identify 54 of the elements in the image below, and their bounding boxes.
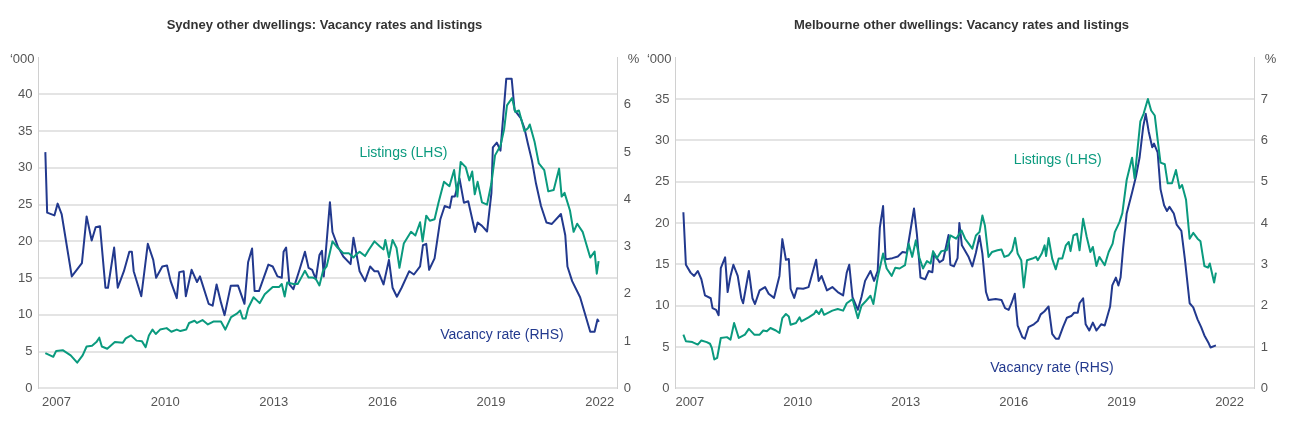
series-label: Listings (LHS) <box>359 144 448 161</box>
y-tick-label: 5 <box>662 338 670 354</box>
x-tick-label: 2016 <box>999 393 1029 409</box>
y2-tick-label: 7 <box>1260 90 1268 106</box>
y-tick-label: 35 <box>17 122 33 138</box>
y2-axis-title: % <box>627 51 640 67</box>
y-tick-label: 30 <box>17 159 33 175</box>
y2-tick-label: 1 <box>623 332 631 348</box>
y-tick-label: 5 <box>25 343 33 359</box>
x-tick-label: 2013 <box>259 393 289 409</box>
x-tick-label: 2022 <box>585 393 615 409</box>
y-tick-label: 10 <box>654 297 670 313</box>
y2-tick-label: 5 <box>623 143 631 159</box>
x-tick-label: 2022 <box>1215 393 1245 409</box>
y-tick-label: 30 <box>654 131 670 147</box>
y-tick-label: 25 <box>17 196 33 212</box>
y2-tick-label: 4 <box>623 190 631 206</box>
x-tick-label: 2019 <box>476 393 506 409</box>
chart-title: Melbourne other dwellings: Vacancy rates and listings <box>793 17 1130 33</box>
y-tick-label: 0 <box>662 379 670 395</box>
y2-tick-label: 2 <box>623 285 631 301</box>
y2-tick-label: 6 <box>623 96 631 112</box>
x-tick-label: 2007 <box>675 393 705 409</box>
y-tick-label: 35 <box>654 90 670 106</box>
x-tick-label: 2007 <box>42 393 72 409</box>
chart-title: Sydney other dwellings: Vacancy rates and listings <box>166 17 483 33</box>
text: Vacancy rate (RHS) <box>990 359 1114 376</box>
series-label: Listings (LHS) <box>1013 151 1102 168</box>
y2-tick-label: 0 <box>1260 379 1268 395</box>
y-tick-label: 0 <box>25 379 33 395</box>
x-tick-label: 2013 <box>891 393 921 409</box>
y2-tick-label: 3 <box>1260 255 1268 271</box>
y-tick-label: 25 <box>654 173 670 189</box>
y2-tick-label: 2 <box>1260 297 1268 313</box>
y2-tick-label: 0 <box>623 379 631 395</box>
y2-tick-label: 1 <box>1260 338 1268 354</box>
y2-tick-label: 4 <box>1260 214 1268 230</box>
y2-tick-label: 6 <box>1260 131 1268 147</box>
y2-axis-title: % <box>1264 51 1277 67</box>
y-tick-label: 20 <box>17 232 33 248</box>
y-tick-label: 15 <box>654 255 670 271</box>
x-tick-label: 2010 <box>150 393 180 409</box>
y-tick-label: 15 <box>17 269 33 285</box>
series-label: Vacancy rate (RHS) <box>440 326 564 343</box>
y-axis-title: ‘000 <box>646 51 672 67</box>
x-tick-label: 2010 <box>783 393 813 409</box>
y2-tick-label: 5 <box>1260 173 1268 189</box>
y2-tick-label: 3 <box>623 238 631 254</box>
x-tick-label: 2016 <box>367 393 397 409</box>
y-tick-label: 10 <box>17 306 33 322</box>
y-axis-title: ‘000 <box>9 51 35 67</box>
y-tick-label: 40 <box>17 85 33 101</box>
y-tick-label: 20 <box>654 214 670 230</box>
x-tick-label: 2019 <box>1107 393 1137 409</box>
